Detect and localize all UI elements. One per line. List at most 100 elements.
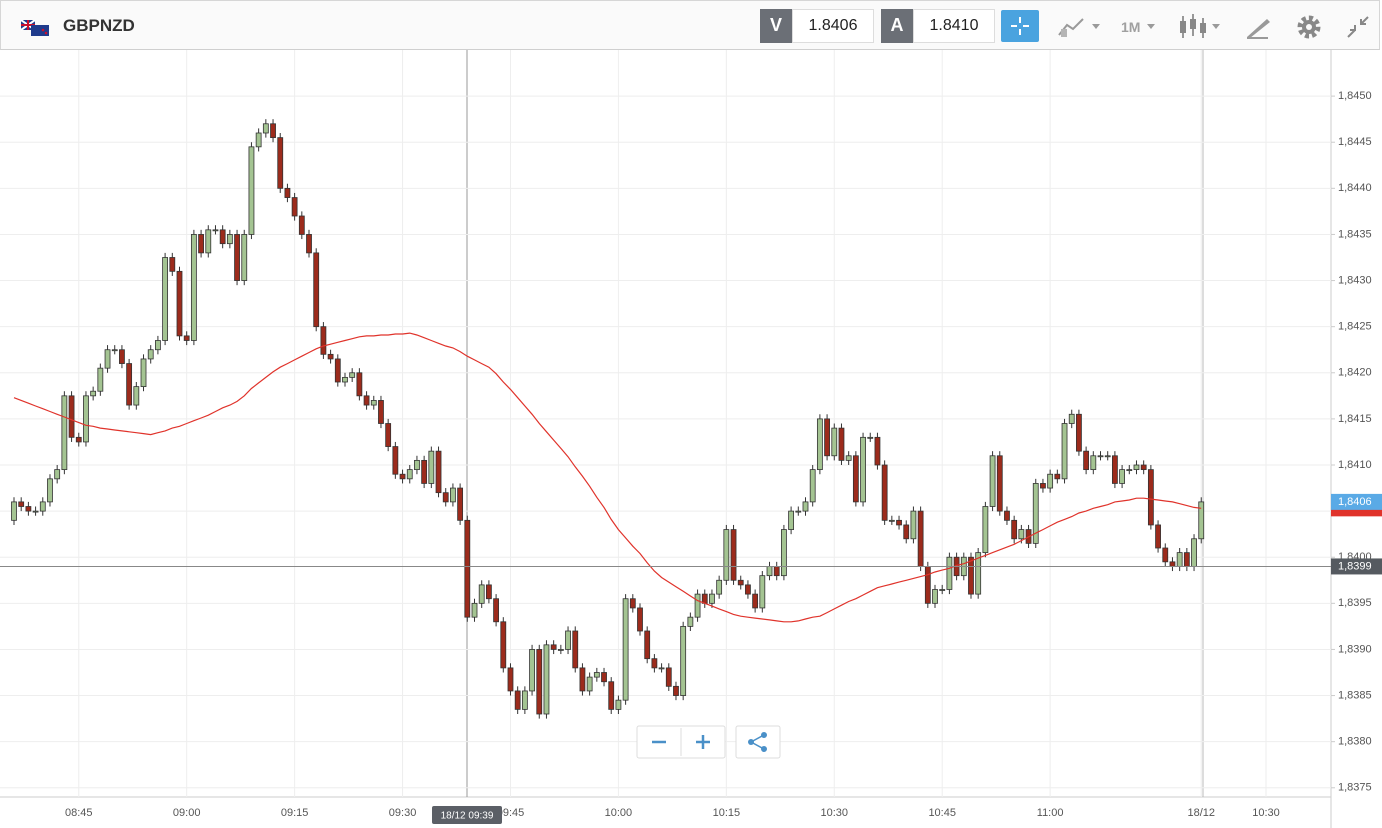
- candle-body: [464, 519, 471, 618]
- candle-body: [593, 672, 600, 678]
- candle-body: [507, 667, 514, 692]
- crosshair-button-bg: [1001, 10, 1039, 42]
- crosshair-button[interactable]: [1001, 10, 1039, 42]
- candle-body: [536, 649, 543, 715]
- candle-body: [68, 395, 75, 438]
- candle-body: [1068, 413, 1075, 424]
- candle-body: [845, 455, 852, 461]
- ask-label[interactable]: A: [881, 9, 913, 43]
- icon: [1347, 16, 1369, 38]
- candle-body: [25, 506, 32, 512]
- candle-body: [435, 450, 442, 494]
- candle-body: [370, 400, 377, 406]
- candle-body: [982, 506, 989, 554]
- candle-body: [989, 455, 996, 507]
- candle-body: [75, 436, 82, 443]
- candle-body: [47, 478, 53, 503]
- ask-price[interactable]: 1.8410: [913, 9, 995, 43]
- flag-nz: [41, 28, 45, 32]
- candle-body: [968, 556, 974, 595]
- candle-body: [759, 575, 766, 609]
- candle-body: [1004, 510, 1010, 521]
- x-tick-label: 10:15: [713, 807, 741, 819]
- candle-body: [737, 579, 744, 586]
- candle-body: [730, 529, 737, 581]
- candle-type-button[interactable]: [1177, 13, 1225, 41]
- candle-body: [1032, 483, 1039, 544]
- candle-body: [946, 556, 953, 590]
- candle-body: [471, 602, 478, 618]
- candle-body: [61, 395, 68, 471]
- collapse-button[interactable]: [1345, 14, 1371, 40]
- candle-body: [1169, 561, 1176, 567]
- candle-body: [327, 353, 334, 360]
- candle-body: [1183, 552, 1190, 567]
- candle-body: [852, 455, 859, 503]
- candle-body: [1140, 464, 1147, 471]
- candle-body: [1126, 469, 1133, 472]
- draw-button[interactable]: [1244, 14, 1272, 40]
- candle-body: [90, 390, 97, 397]
- candle-body: [1097, 455, 1104, 458]
- labels: 1,83751,83801,83851,83901,83951,84001,84…: [0, 90, 1382, 819]
- icon: [1306, 24, 1312, 30]
- icon: [1147, 24, 1155, 29]
- bid-price[interactable]: 1.8406: [792, 9, 874, 43]
- candle-body: [363, 395, 370, 406]
- y-tick-label: 1,8395: [1338, 597, 1372, 609]
- grid: [0, 50, 1335, 797]
- candle-body: [126, 363, 133, 406]
- moving-average-marker: [1331, 506, 1382, 517]
- settings-button[interactable]: [1295, 13, 1323, 41]
- candle-body: [615, 699, 622, 710]
- candle-body: [147, 349, 154, 360]
- timeframe[interactable]: 1M: [1121, 19, 1141, 35]
- y-tick-label: 1,8415: [1338, 413, 1372, 425]
- icon: [1092, 24, 1100, 29]
- y-tick-label: 1,8435: [1338, 228, 1372, 240]
- current-price-label: 1,8406: [1338, 496, 1372, 508]
- candle-body: [709, 593, 715, 604]
- candle-body: [226, 234, 233, 245]
- crosshair-time-box: [432, 806, 502, 824]
- candle-body: [723, 529, 730, 581]
- candle-body: [608, 681, 615, 710]
- candle-body: [565, 630, 571, 650]
- bid-label[interactable]: V: [760, 9, 792, 43]
- candle-body: [1176, 552, 1183, 567]
- candle-body: [1040, 483, 1046, 489]
- icon: [1180, 21, 1186, 33]
- candle-body: [97, 367, 104, 392]
- candle-body: [104, 349, 111, 369]
- candle-body: [1083, 450, 1090, 471]
- candle-body: [809, 469, 816, 503]
- icon: [1212, 24, 1220, 29]
- current-price-box: [1331, 493, 1382, 510]
- x-tick-label: 10:00: [605, 807, 633, 819]
- candle-body: [39, 501, 46, 512]
- candle-body: [234, 234, 240, 281]
- x-tick-label: 18/12: [1187, 807, 1215, 819]
- candle-body: [334, 358, 341, 383]
- candle-body: [716, 579, 723, 595]
- flag-nz: [31, 25, 49, 36]
- candle-body: [392, 446, 399, 475]
- flag-icon: [21, 20, 49, 36]
- candle-body: [637, 607, 643, 632]
- candle-body: [673, 685, 679, 696]
- candle-body: [198, 234, 204, 254]
- candle-body: [701, 593, 708, 604]
- candle-body: [442, 492, 449, 503]
- candle-body: [903, 524, 910, 540]
- candle-body: [183, 335, 190, 341]
- candle-body: [342, 376, 348, 383]
- candle-body: [212, 229, 219, 232]
- y-tick-label: 1,8440: [1338, 182, 1372, 194]
- icon: [1200, 23, 1206, 33]
- chart-type-button[interactable]: [1057, 15, 1105, 39]
- share-button[interactable]: [735, 725, 781, 759]
- candle-body: [190, 234, 197, 341]
- candle-body: [557, 649, 564, 651]
